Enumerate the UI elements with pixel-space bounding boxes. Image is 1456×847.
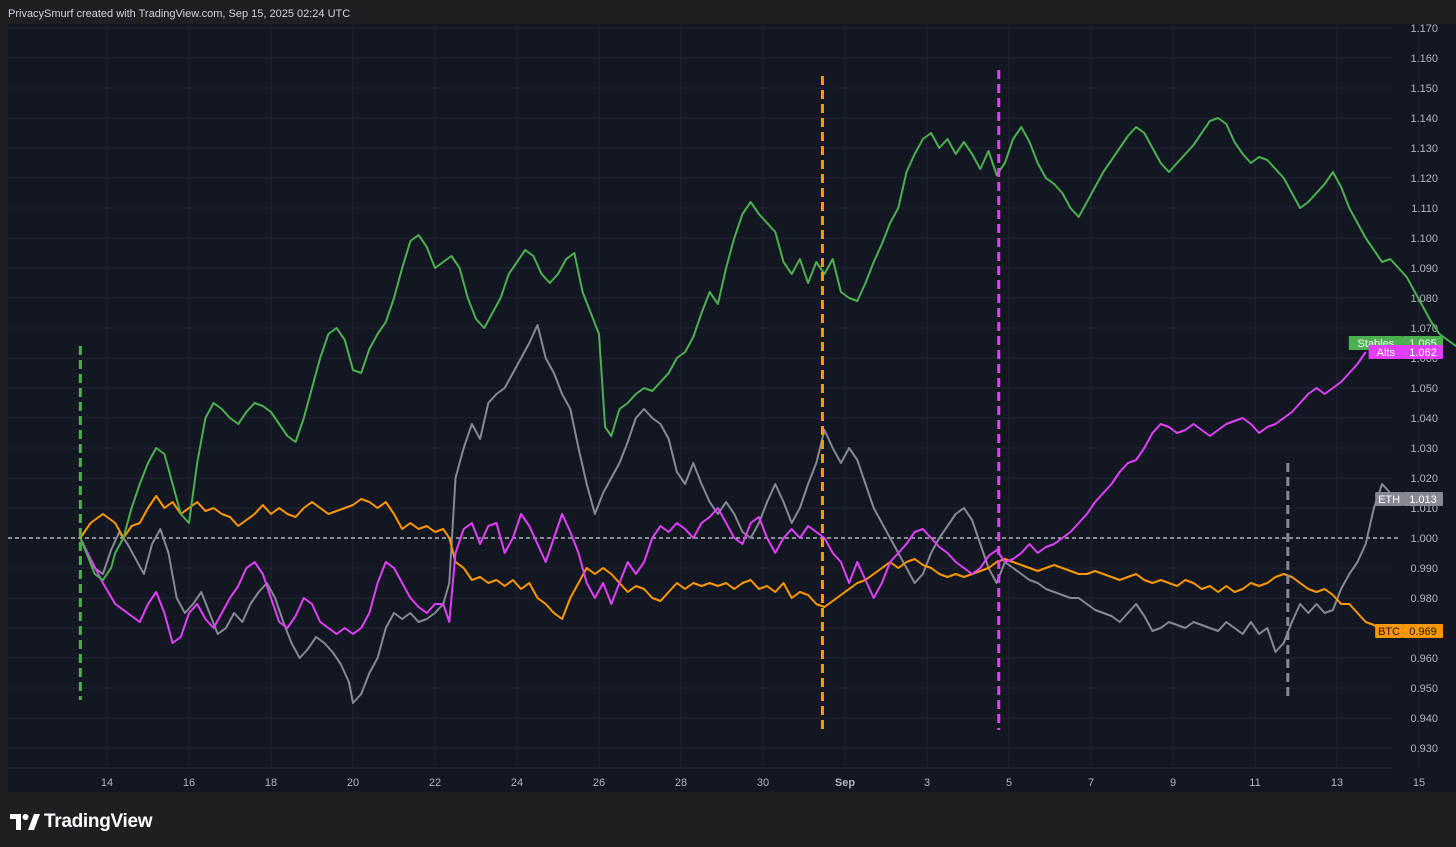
time-tick-label: 3 [924,777,930,789]
last-value-tag-btc: BTC 0.969 [1375,624,1443,638]
time-tick-label: 22 [429,777,441,789]
chart-svg[interactable]: 0.9300.9400.9500.9600.9700.9800.9901.000… [0,0,1456,800]
tag-name-label: ETH [1378,494,1400,506]
tag-value-label: 1.062 [1409,347,1437,359]
price-tick-label: 1.030 [1410,443,1438,455]
price-tick-label: 1.170 [1410,23,1438,35]
series-line-eth [79,324,1400,704]
time-tick-label: 5 [1006,777,1012,789]
price-axis-background [1392,24,1456,792]
time-tick-label: 15 [1413,777,1425,789]
tag-value-box [1403,624,1443,638]
time-tick-label: 18 [265,777,277,789]
price-tick-label: 1.120 [1410,173,1438,185]
price-tick-label: 1.050 [1410,383,1438,395]
price-tick-label: 1.070 [1410,323,1438,335]
time-tick-label: 7 [1088,777,1094,789]
time-tick-label: 14 [101,777,113,789]
time-tick-label: 20 [347,777,359,789]
time-tick-label: Sep [835,777,855,789]
last-value-tag-eth: ETH 1.013 [1375,492,1443,506]
time-tick-label: 11 [1249,777,1260,789]
tag-value-box [1403,345,1443,359]
chart-caption: PrivacySmurf created with TradingView.co… [8,8,351,20]
price-tick-label: 1.000 [1410,533,1438,545]
time-tick-label: 9 [1170,777,1176,789]
tag-value-box [1403,492,1443,506]
price-tick-label: 0.940 [1410,713,1438,725]
tradingview-logo[interactable]: TradingView [10,808,153,836]
price-tick-label: 1.150 [1410,83,1438,95]
plot-background [8,24,1392,792]
price-tick-label: 0.960 [1410,653,1438,665]
price-tick-label: 1.100 [1410,233,1438,245]
tradingview-logo-icon [10,814,40,830]
price-tick-label: 1.160 [1410,53,1438,65]
tag-name-box [1368,345,1403,359]
price-tick-label: 1.080 [1410,293,1438,305]
price-tick-label: 0.980 [1410,593,1438,605]
series-lines [79,117,1456,704]
price-tick-label: 1.090 [1410,263,1438,275]
time-axis[interactable]: 14 16 18 20 22 24 26 28 30 Sep 3 5 7 9 11 13 15 [101,777,1425,789]
time-tick-label: 28 [675,777,687,789]
series-line-stables [79,117,1456,581]
price-tick-label: 0.990 [1410,563,1438,575]
tradingview-brand-text: TradingView [44,811,153,832]
price-tick-label: 0.950 [1410,683,1438,695]
time-tick-label: 16 [183,777,195,789]
price-tick-label: 1.040 [1410,413,1438,425]
tag-name-label: BTC [1378,626,1400,638]
tag-name-box [1375,492,1403,506]
price-tick-label: 1.140 [1410,113,1438,125]
tag-name-box [1375,624,1403,638]
tag-value-label: 1.013 [1409,494,1437,506]
series-line-btc [79,495,1383,632]
price-tick-label: 0.930 [1410,743,1438,755]
price-tick-label: 1.130 [1410,143,1438,155]
time-tick-label: 13 [1331,777,1343,789]
tag-value-label: 0.969 [1409,626,1437,638]
time-tick-label: 24 [511,777,523,789]
price-tick-label: 1.110 [1411,203,1438,215]
series-line-alts [79,351,1367,644]
time-tick-label: 26 [593,777,605,789]
price-tick-label: 1.020 [1410,473,1438,485]
last-value-tag-alts: Alts 1.062 [1368,345,1443,359]
time-tick-label: 30 [757,777,769,789]
tag-name-label: Alts [1377,347,1396,359]
vertical-markers [78,70,1290,730]
